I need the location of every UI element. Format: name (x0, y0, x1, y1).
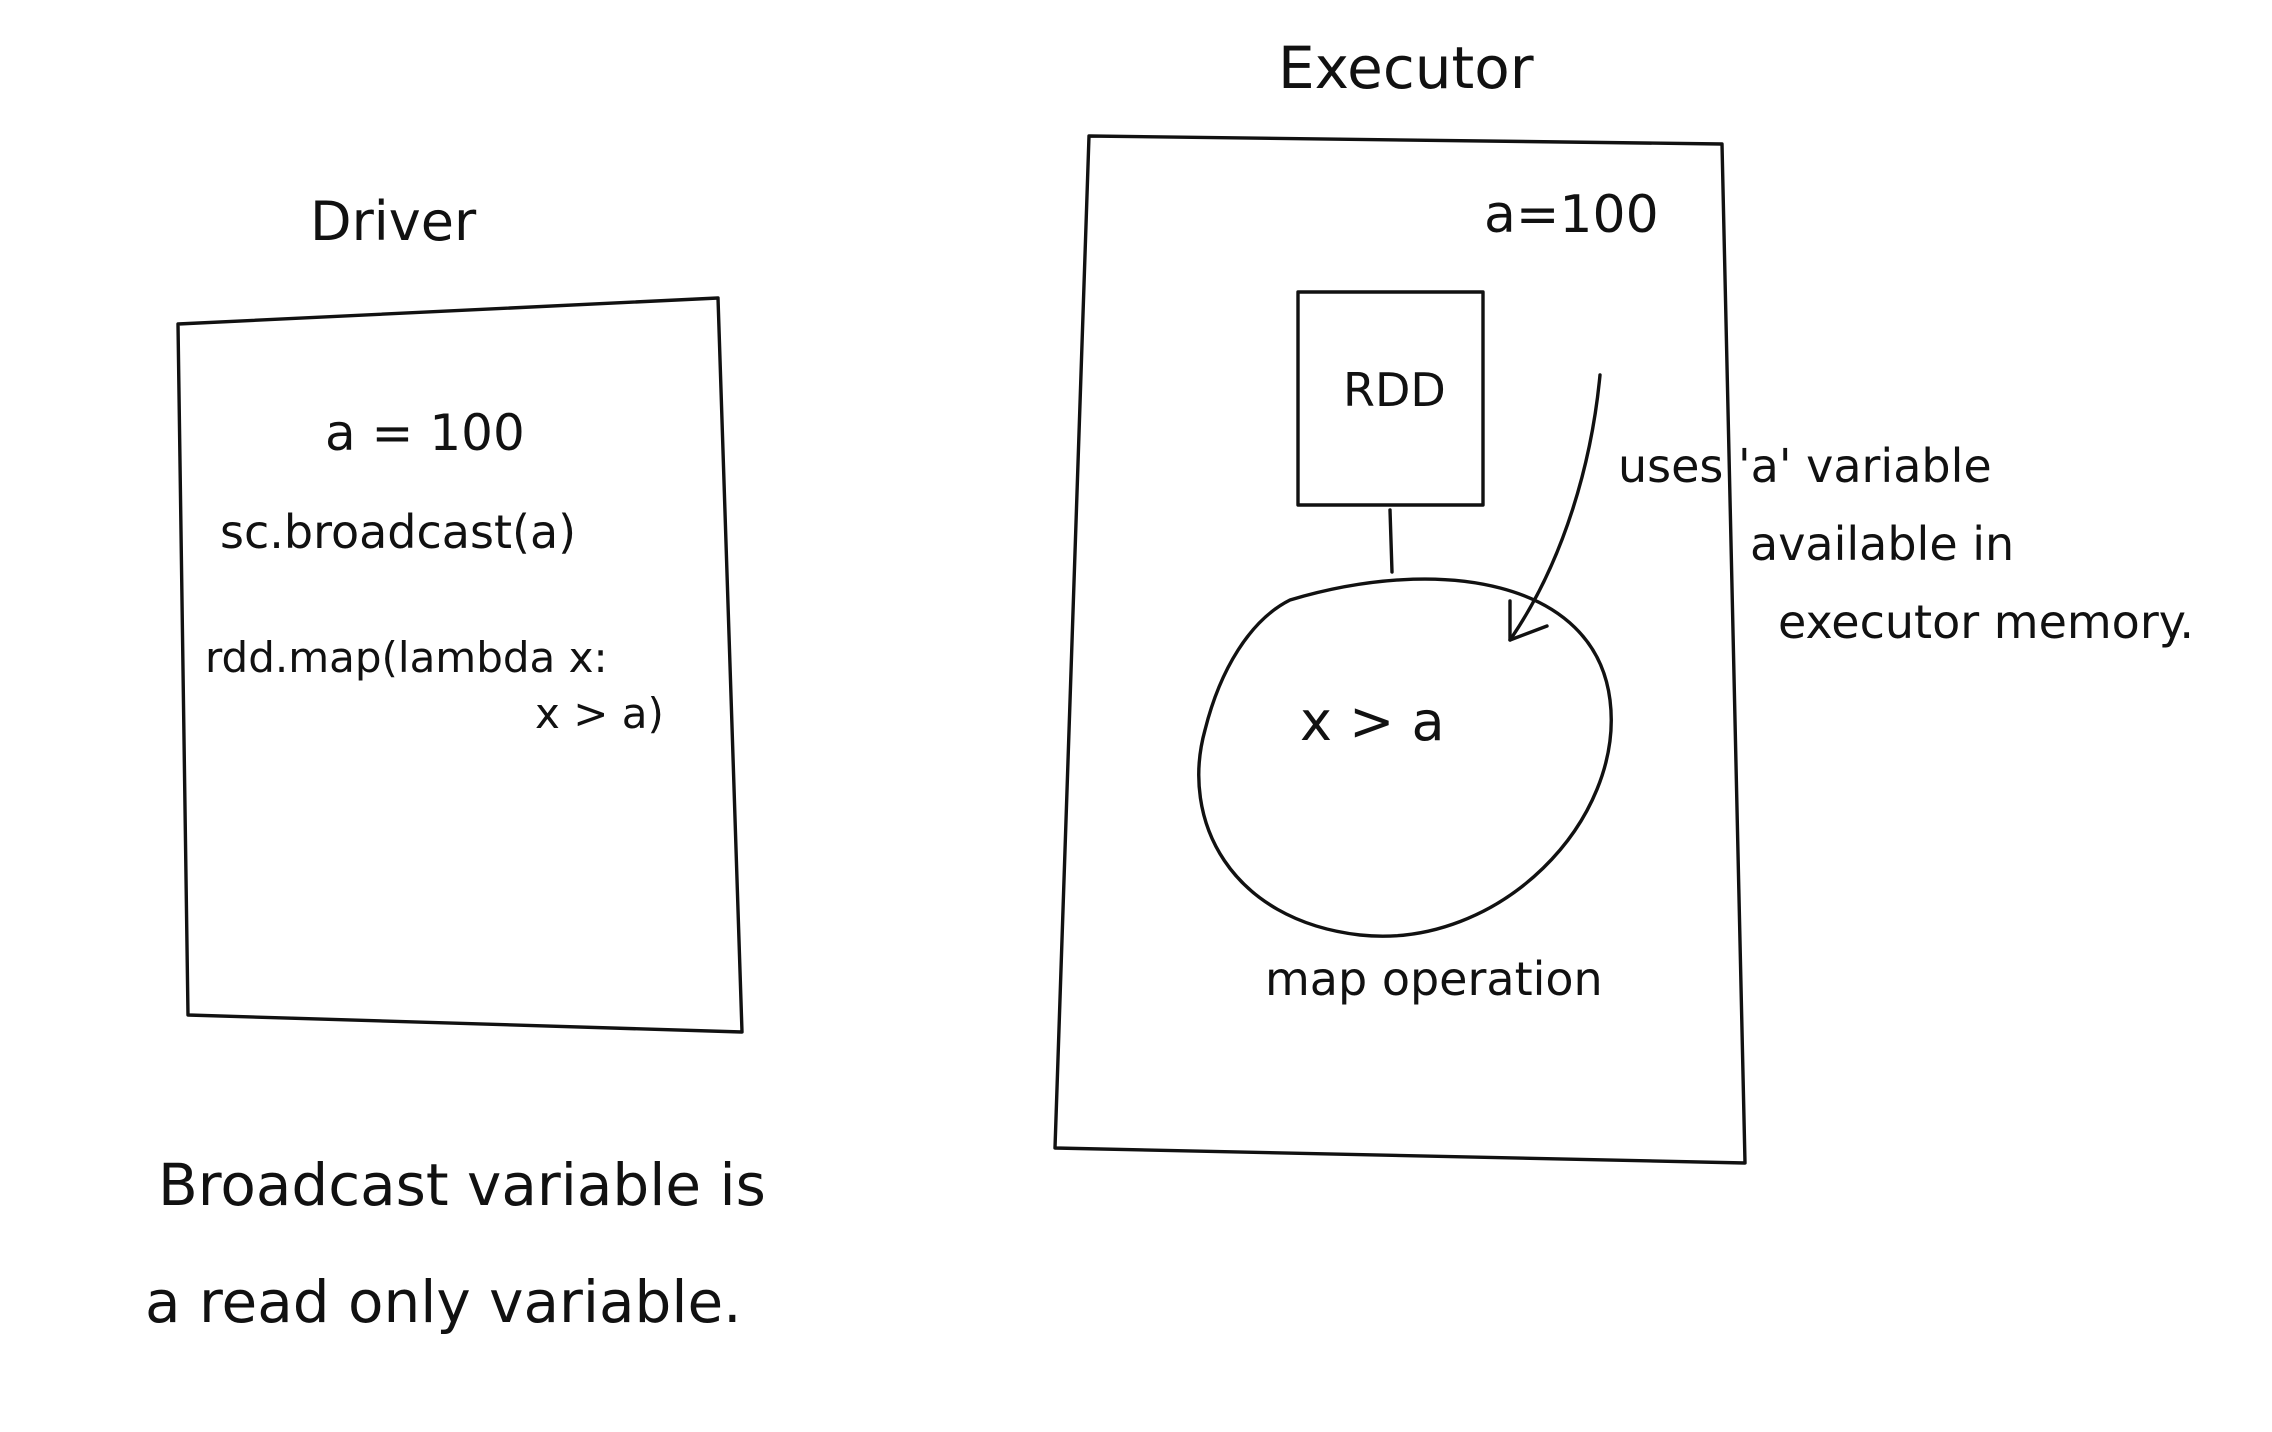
footer-line-1: Broadcast variable is (158, 1151, 766, 1219)
executor-variable: a=100 (1484, 185, 1659, 245)
executor-note-line-1: uses 'a' variable (1618, 439, 1992, 493)
memory-arrow-line (1508, 373, 1602, 642)
executor-note-line-3: executor memory. (1778, 595, 2194, 649)
rdd-box (1296, 290, 1485, 507)
driver-box (176, 296, 744, 1034)
driver-code-line-3: rdd.map(lambda x: (205, 633, 608, 682)
driver-code-line-1: a = 100 (325, 404, 525, 462)
memory-arrowhead (1508, 599, 1549, 642)
driver-code-line-2: sc.broadcast(a) (220, 505, 576, 559)
footer-line-2: a read only variable. (145, 1268, 742, 1336)
driver-title: Driver (310, 190, 477, 253)
driver-code-line-4: x > a) (535, 689, 664, 738)
executor-note-line-2: available in (1750, 517, 2014, 571)
executor-section: Executor a=100 RDD x > a map operation u… (1053, 34, 2194, 1165)
rdd-connector-line (1388, 508, 1394, 574)
broadcast-footer-note: Broadcast variable is a read only variab… (145, 1151, 766, 1336)
rdd-label: RDD (1343, 363, 1446, 417)
map-operation-ellipse (1197, 577, 1613, 938)
executor-box (1053, 134, 1747, 1165)
map-caption: map operation (1265, 952, 1603, 1006)
executor-title: Executor (1278, 34, 1534, 102)
map-expression: x > a (1300, 690, 1445, 753)
driver-section: Driver a = 100 sc.broadcast(a) rdd.map(l… (176, 190, 744, 1034)
